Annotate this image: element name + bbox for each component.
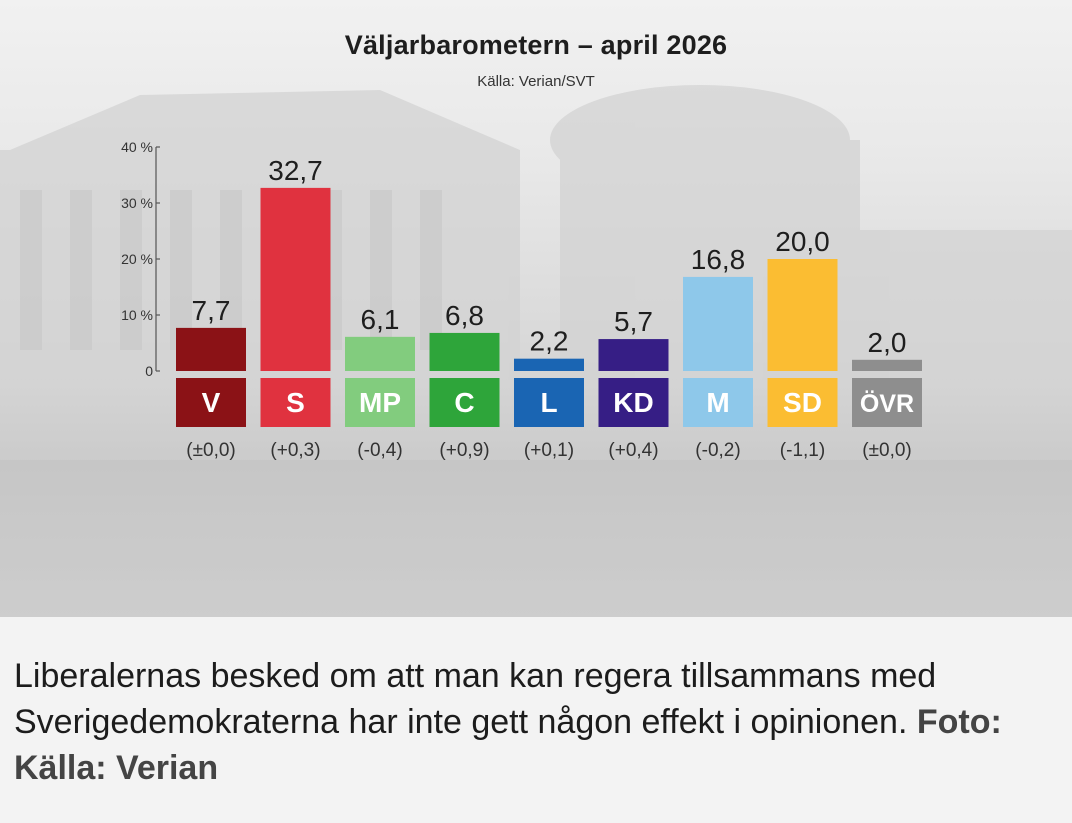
value-label: 5,7 [614,306,653,337]
category-label: M [706,387,729,418]
bar [852,359,922,371]
category-box [345,378,415,427]
category-label: KD [613,387,653,418]
category-box [683,378,753,427]
category-box [852,378,922,427]
caption-credit: Foto: Källa: Verian [14,703,1002,787]
bar [345,336,415,371]
category-label: MP [359,387,401,418]
bar [683,276,753,371]
y-tick-label: 0 [145,363,153,379]
change-label: (±0,0) [186,440,236,461]
value-label: 16,8 [691,244,746,275]
category-box [767,378,838,427]
bar [260,187,331,371]
change-label: (+0,1) [524,440,574,461]
value-label: 32,7 [268,155,323,186]
chart-figure: Väljarbarometern – april 2026 Källa: Ver… [0,0,1072,617]
bar [176,327,246,371]
category-label: V [202,387,221,418]
bar [514,358,584,371]
value-label: 2,2 [530,326,569,357]
value-label: 6,8 [445,300,484,331]
bar [598,339,669,371]
bar [767,259,838,371]
y-tick-label: 30 % [121,195,153,211]
caption-text: Liberalernas besked om att man kan reger… [14,657,937,741]
category-label: L [540,387,557,418]
value-label: 20,0 [775,226,830,257]
category-box [598,378,669,427]
category-label: ÖVR [860,389,914,418]
chart-title: Väljarbarometern – april 2026 [344,30,728,60]
value-label: 2,0 [868,327,907,358]
category-label: SD [783,387,822,418]
category-label: C [454,387,474,418]
photo-caption: Liberalernas besked om att man kan reger… [14,653,1059,791]
y-tick-label: 20 % [121,251,153,267]
y-tick-label: 40 % [121,139,153,155]
value-label: 7,7 [192,295,231,326]
change-label: (-1,1) [780,440,825,461]
change-label: (+0,4) [608,440,658,461]
category-box [429,378,500,427]
change-label: (+0,3) [270,440,320,461]
category-box [514,378,584,427]
category-box [176,378,246,427]
value-label: 6,1 [361,304,400,335]
change-label: (-0,2) [695,440,740,461]
chart-source: Källa: Verian/SVT [477,73,595,90]
category-label: S [286,387,305,418]
change-label: (+0,9) [439,440,489,461]
y-tick-label: 10 % [121,307,153,323]
bar [429,332,500,371]
category-box [260,378,331,427]
change-label: (±0,0) [862,440,912,461]
bar-chart: 0 10 % 20 % 30 % 40 % 7,7 V (±0,0) 32,7 S (+0,3) 6,… [121,139,922,461]
change-label: (-0,4) [357,440,402,461]
